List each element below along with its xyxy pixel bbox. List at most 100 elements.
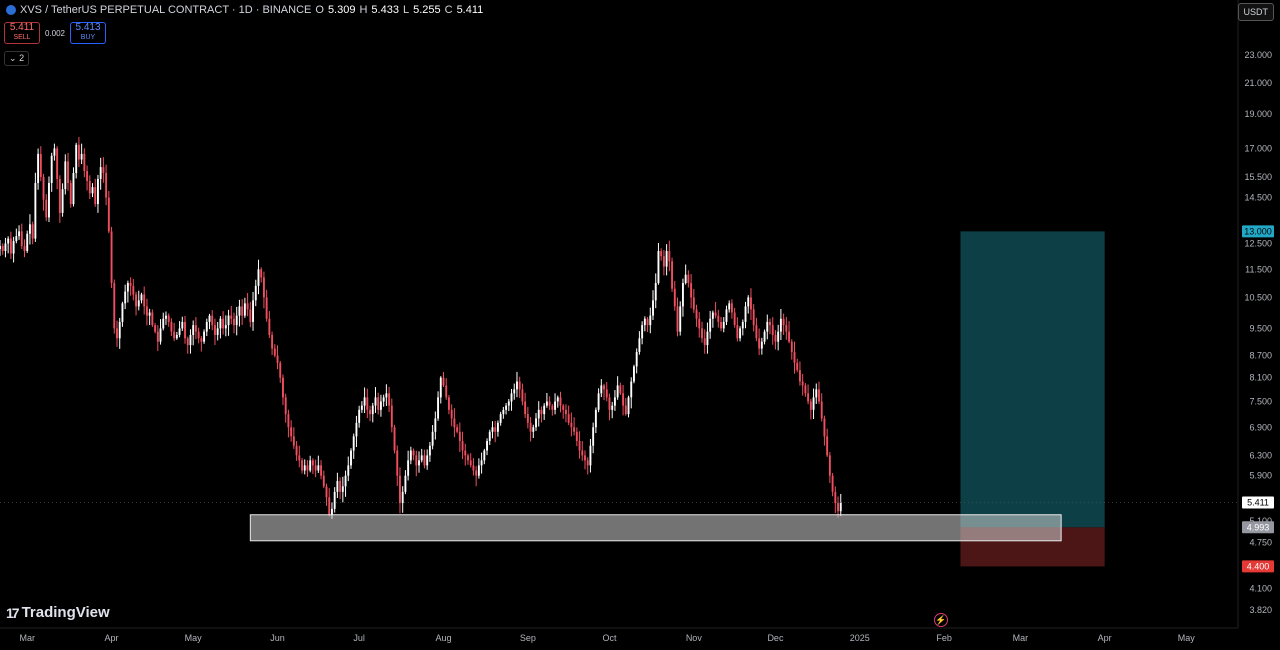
indicators-collapse-button[interactable]: ⌄ 2 [4,51,30,66]
candle-body [820,401,823,419]
time-tick-label: Oct [602,633,617,643]
candle-body [744,306,747,322]
candle-body [597,393,600,410]
candle-body [475,470,478,476]
candle-body [170,321,173,332]
candle-body [208,315,211,322]
candle-body [235,315,238,326]
candle-body [788,331,791,342]
currency-button[interactable]: USDT [1237,3,1274,21]
candle-body [679,306,682,332]
target-price-tag: 13.000 [1244,226,1272,236]
candle-body [99,167,102,179]
support-zone-rectangle[interactable] [249,514,1062,542]
candle-body [486,441,488,451]
candle-body [790,341,793,353]
candle-body [657,251,660,284]
candle-body [222,318,225,329]
candle-body [140,294,143,301]
candle-body [276,355,279,363]
candle-body [575,431,578,442]
buy-button[interactable]: 5.413 BUY [70,22,106,44]
candle-body [396,450,399,476]
candle-body [559,397,562,406]
candle-body [771,325,774,335]
candle-body [763,331,766,342]
candle-body [431,431,434,446]
tradingview-logo[interactable]: 17 TradingView [6,604,110,621]
time-tick-label: Dec [767,633,784,643]
low-value: 5.255 [413,4,441,16]
open-label: O [315,4,324,16]
candle-body [616,385,619,398]
time-tick-label: Mar [1013,633,1029,643]
candle-body [20,231,23,246]
high-label: H [359,4,368,16]
price-tick-label: 9.500 [1249,323,1272,333]
candle-body [254,285,257,301]
candle-body [711,312,714,319]
candle-body [0,245,1,250]
candle-body [279,362,282,378]
buy-price: 5.413 [75,22,101,33]
candle-body [303,465,306,471]
candle-body [135,294,137,307]
candle-body [774,334,777,342]
candle-body [121,303,124,322]
symbol-title[interactable]: XVS / TetherUS PERPETUAL CONTRACT · 1D ·… [20,4,312,16]
candle-body [453,418,456,428]
candle-body [532,427,535,432]
candle-body [442,377,445,386]
candle-body [796,362,799,371]
candle-body [437,397,440,419]
candle-body [434,418,437,432]
candle-body [758,338,761,349]
candle-body [785,325,788,332]
candle-body [126,283,129,292]
candle-body [733,312,736,326]
candle-body [428,445,431,456]
candle-body [175,334,178,339]
candle-body [7,238,10,244]
sell-price: 5.411 [9,22,35,33]
candle-body [684,274,687,284]
candle-body [83,153,86,172]
candle-body [137,300,140,307]
sell-label: SELL [13,34,31,41]
candle-body [230,315,233,319]
lightning-icon[interactable]: ⚡ [934,613,948,627]
candle-body [638,338,641,353]
candle-body [703,338,706,346]
spread-value: 0.002 [44,28,66,38]
candle-body [701,328,703,339]
candle-body [28,224,31,234]
candle-body [418,460,420,466]
candle-body [118,321,121,339]
candle-body [390,405,393,428]
close-value: 5.411 [456,4,484,16]
price-axis-panel[interactable] [1238,0,1280,650]
candle-body [154,325,157,332]
candle-body [45,199,48,218]
candle-body [311,460,314,466]
candle-body [423,455,426,466]
candle-body [480,460,483,466]
candle-body [105,173,108,198]
long-position-profit-zone[interactable] [960,231,1105,528]
candle-body [282,377,284,398]
candle-body [330,508,333,515]
time-tick-label: Aug [435,633,451,643]
sell-button[interactable]: 5.411 SELL [4,22,40,44]
candle-body [355,422,358,437]
price-tick-label: 6.300 [1249,450,1272,460]
candle-body [369,409,371,415]
low-label: L [402,4,410,16]
candle-body [469,460,472,466]
entry-price-tag-bg [1242,521,1274,534]
candle-body [344,475,347,487]
candle-body [80,153,83,160]
candle-body [385,393,388,398]
candle-body [401,491,404,504]
candle-body [211,315,214,326]
